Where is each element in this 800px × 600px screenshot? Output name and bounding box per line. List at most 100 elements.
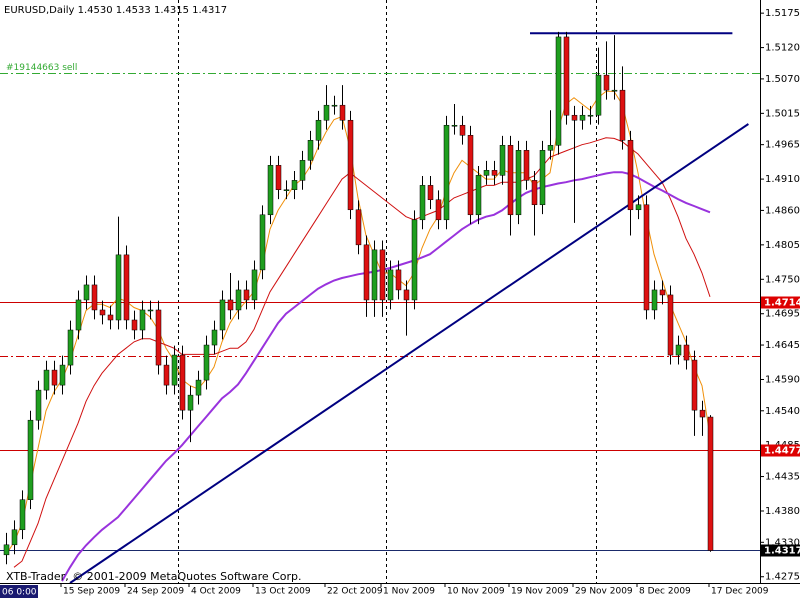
candle-body — [555, 36, 562, 146]
candle-body — [475, 175, 482, 216]
candle-body — [651, 289, 658, 311]
candle-body — [19, 499, 26, 531]
candle-body — [283, 189, 290, 191]
candle-body — [603, 74, 610, 91]
y-tick-label: 1.4910 — [765, 174, 800, 185]
candle-body — [291, 180, 298, 190]
candle-body — [659, 289, 666, 296]
candle-body — [35, 389, 42, 421]
candle-body — [419, 185, 426, 221]
y-tick-label: 1.4695 — [765, 309, 800, 320]
candle-body — [355, 209, 362, 246]
y-tick-label: 1.5070 — [765, 74, 800, 85]
candle-body — [483, 170, 490, 176]
candle-body — [43, 369, 50, 391]
candle-body — [203, 344, 210, 381]
candle-body — [147, 309, 154, 312]
y-tick-label: 1.4540 — [765, 406, 800, 417]
price-tag — [761, 544, 800, 557]
x-tick-label: 13 Oct 2009 — [255, 587, 311, 597]
candle-body — [507, 145, 514, 216]
candle-body — [219, 299, 226, 331]
candle-body — [323, 104, 330, 121]
candle-body — [531, 180, 538, 206]
candle-body — [107, 314, 114, 321]
price-tag — [761, 444, 800, 457]
trend-line — [69, 123, 749, 584]
candle-body — [459, 124, 466, 136]
candle-body — [523, 150, 530, 181]
chart-title: EURUSD,Daily 1.4530 1.4533 1.4315 1.4317 — [4, 5, 227, 16]
x-tick-label: 17 Dec 2009 — [711, 587, 769, 597]
y-tick-label: 1.4750 — [765, 274, 800, 285]
plot: #19144663 sell — [0, 31, 760, 584]
candle-body — [51, 369, 58, 386]
price-tag-label: 1.4317 — [764, 546, 800, 557]
candle-body — [467, 135, 474, 216]
x-tick-label: 4 Oct 2009 — [191, 587, 241, 597]
candle-body — [691, 359, 698, 411]
x-tick-label: 10 Nov 2009 — [447, 587, 505, 597]
candle-body — [115, 254, 122, 321]
y-tick-label: 1.4860 — [765, 205, 800, 216]
y-tick-label: 1.4805 — [765, 240, 800, 251]
candle-body — [139, 309, 146, 331]
candle-body — [699, 409, 706, 418]
candle-body — [627, 140, 634, 211]
candle-body — [643, 204, 650, 311]
candle-body — [307, 140, 314, 161]
y-tick-label: 1.5120 — [765, 43, 800, 54]
candle-body — [275, 165, 282, 190]
candle-body — [451, 124, 458, 127]
candle-body — [371, 249, 378, 301]
candle-body — [387, 269, 394, 301]
candle-body — [235, 289, 242, 311]
x-tick-label: 29 Nov 2009 — [575, 587, 633, 597]
x-tick-label: 22 Oct 2009 — [327, 587, 383, 597]
candle-body — [667, 294, 674, 356]
candle-body — [395, 269, 402, 291]
candle-body — [539, 150, 546, 206]
candle-body — [379, 249, 386, 301]
y-tick-label: 1.5015 — [765, 108, 800, 119]
candle-body — [155, 309, 162, 366]
y-tick-label: 1.4275 — [765, 572, 800, 583]
x-tick-label: 1 Nov 2009 — [383, 587, 435, 597]
candle-body — [347, 119, 354, 211]
y-tick-label: 1.5175 — [765, 8, 800, 19]
candle-body — [163, 364, 170, 386]
candle-body — [195, 379, 202, 396]
candle-body — [435, 199, 442, 221]
y-tick-label: 1.4380 — [765, 506, 800, 517]
x-tick-label: 19 Nov 2009 — [511, 587, 569, 597]
copyright: XTB-Trader, © 2001-2009 MetaQuotes Softw… — [6, 570, 302, 583]
candle-body — [299, 160, 306, 181]
candle-body — [267, 165, 274, 216]
candle-body — [171, 354, 178, 386]
moving-average — [5, 90, 711, 556]
crosshair-box — [0, 585, 38, 598]
candle-body — [675, 344, 682, 356]
candle-body — [251, 269, 258, 301]
candle-body — [315, 119, 322, 141]
candle-body — [67, 329, 74, 366]
candle-body — [99, 309, 106, 316]
candle-body — [707, 416, 714, 551]
level-label: #19144663 sell — [6, 63, 77, 73]
candle-body — [515, 150, 522, 216]
candle-body — [227, 299, 234, 311]
candle-body — [499, 145, 506, 176]
candle-body — [427, 185, 434, 201]
candle-body — [83, 284, 90, 301]
candle-body — [59, 364, 66, 386]
candle-body — [443, 124, 450, 221]
candle-body — [259, 214, 266, 271]
candle-body — [11, 529, 18, 546]
price-tag-label: 1.4477 — [764, 446, 800, 457]
candle-body — [339, 104, 346, 121]
candle-body — [635, 204, 642, 211]
candle-body — [131, 319, 138, 331]
candle-body — [683, 344, 690, 361]
